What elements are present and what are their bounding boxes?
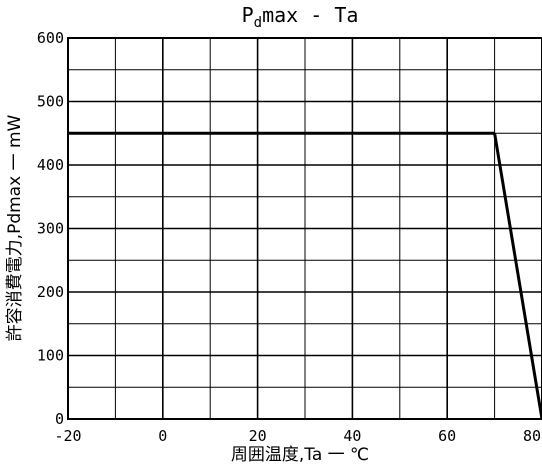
chart-title: Pdmax - Ta — [242, 3, 359, 31]
chart-title-sub: d — [254, 15, 262, 31]
y-tick-label: 500 — [37, 93, 64, 111]
chart-title-main: P — [242, 3, 254, 27]
y-tick-label: 100 — [37, 347, 64, 365]
chart-title-rest: max - Ta — [262, 3, 358, 27]
x-tick-label: 80 — [523, 427, 541, 445]
y-tick-label: 0 — [55, 410, 64, 428]
y-tick-labels: 0 100 200 300 400 500 600 — [37, 29, 64, 428]
y-tick-label: 600 — [37, 29, 64, 47]
x-tick-label: 40 — [343, 427, 361, 445]
y-axis-label: 許容消費電力,Pdmax 一 mW — [5, 114, 25, 341]
y-tick-label: 200 — [37, 283, 64, 301]
x-axis-label: 周囲温度,Ta 一 ℃ — [231, 445, 369, 465]
x-tick-label: 20 — [249, 427, 267, 445]
x-tick-label: 60 — [438, 427, 456, 445]
x-tick-labels: -20 0 20 40 60 80 — [54, 427, 541, 445]
y-tick-label: 400 — [37, 156, 64, 174]
series-group — [67, 131, 542, 420]
y-tick-label: 300 — [37, 220, 64, 238]
x-tick-label: -20 — [54, 427, 81, 445]
grid — [68, 38, 542, 419]
derating-curve-segment — [493, 133, 542, 420]
x-tick-label: 0 — [158, 427, 167, 445]
